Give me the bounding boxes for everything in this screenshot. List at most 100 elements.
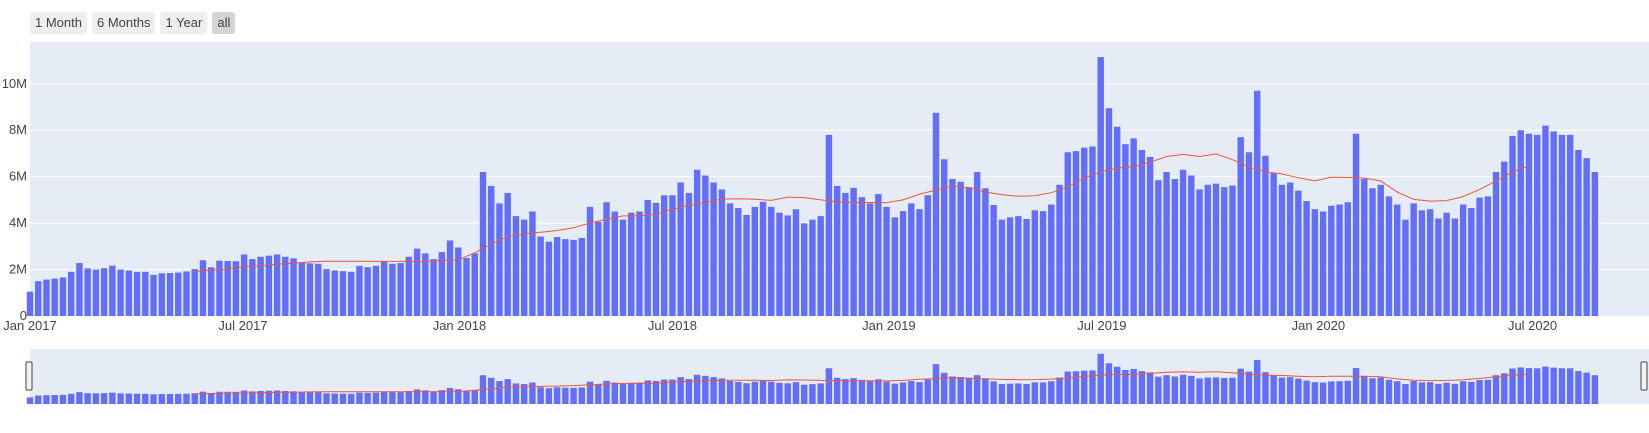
bar [520,219,528,316]
slider-bar [512,383,520,404]
slider-bar [26,397,34,404]
slider-bar [652,380,660,404]
bar [117,269,124,316]
slider-bar [183,393,190,404]
slider-bar [1393,381,1401,404]
bar [1179,169,1187,316]
bar [84,268,91,316]
bar [611,211,618,316]
y-tick-label: 4M [9,215,27,230]
x-tick-label: Jul 2017 [218,318,267,333]
bar [1245,152,1253,316]
slider-bar [1459,381,1467,404]
slider-bar [883,381,890,404]
bar [240,254,248,316]
bar [1542,125,1549,316]
bar [1377,184,1384,316]
bar [1048,204,1055,316]
bar [446,240,454,316]
slider-bar [125,393,133,404]
bar [298,262,306,316]
bar [759,201,767,316]
slider-bar [35,395,42,404]
range-selector: 1 Month 6 Months 1 Year all [30,12,236,34]
bar [257,256,264,316]
bar [471,253,478,316]
bar [603,202,610,316]
bar [1006,217,1014,316]
bar [290,258,297,316]
slider-bar [1163,375,1170,404]
bar [965,187,973,316]
bar [924,195,931,316]
rangeslider-left-handle[interactable] [25,361,33,391]
rangeslider-line [194,371,1530,395]
slider-bar [290,391,297,404]
bar [35,281,42,316]
bar [1426,209,1434,316]
slider-bar [1064,371,1071,404]
bar [545,241,553,316]
bar [685,192,693,316]
slider-bar [1542,366,1549,404]
bar [1155,180,1162,316]
bar [1286,182,1294,316]
bar [883,206,890,316]
slider-bar [315,392,322,404]
slider-bar [1443,382,1450,404]
slider-bar [413,389,421,404]
slider-bar [1270,375,1277,404]
bar [644,199,651,316]
bar [1064,152,1071,316]
bar [1369,188,1376,316]
bar [372,265,380,316]
bar [735,208,742,316]
slider-bar [916,382,923,404]
slider-bar [331,393,338,404]
range-button-1-month[interactable]: 1 Month [30,12,87,34]
slider-bar [784,383,791,404]
slider-bar [899,382,907,404]
slider-bar [1130,368,1137,404]
slider-bar [636,382,643,404]
range-button-1-year[interactable]: 1 Year [160,12,208,34]
bar [339,271,347,316]
bar [1459,204,1467,316]
bar [150,274,157,316]
bar [323,269,330,316]
slider-bar [1558,368,1566,404]
bar [562,239,569,316]
bar [1410,203,1417,316]
bar [1558,134,1566,316]
bar [413,248,421,316]
slider-bar [347,393,355,404]
slider-bar [1072,371,1080,404]
slider-bar [957,377,964,404]
bar [512,216,520,316]
bar [776,212,783,316]
rangeslider-right-handle[interactable] [1640,361,1648,391]
range-button-all[interactable]: all [212,12,236,34]
bar [109,265,116,316]
bar [1451,218,1459,316]
bar [1336,204,1343,316]
bar [265,255,273,316]
moving-average-line [194,153,1530,272]
bar [183,271,190,316]
slider-bar [660,379,668,404]
bar [1122,144,1129,316]
slider-bar [1385,379,1393,404]
bar [858,197,866,316]
slider-bar [142,393,149,404]
bar [973,172,981,316]
bar [1204,184,1211,316]
slider-bar [76,392,83,404]
bar [1591,172,1599,316]
bar [578,237,586,316]
bar [273,254,281,316]
bar [405,256,413,316]
slider-bar [1081,370,1088,404]
bar [1509,136,1516,316]
range-button-6-months[interactable]: 6 Months [91,12,156,34]
slider-bar [1015,383,1022,404]
